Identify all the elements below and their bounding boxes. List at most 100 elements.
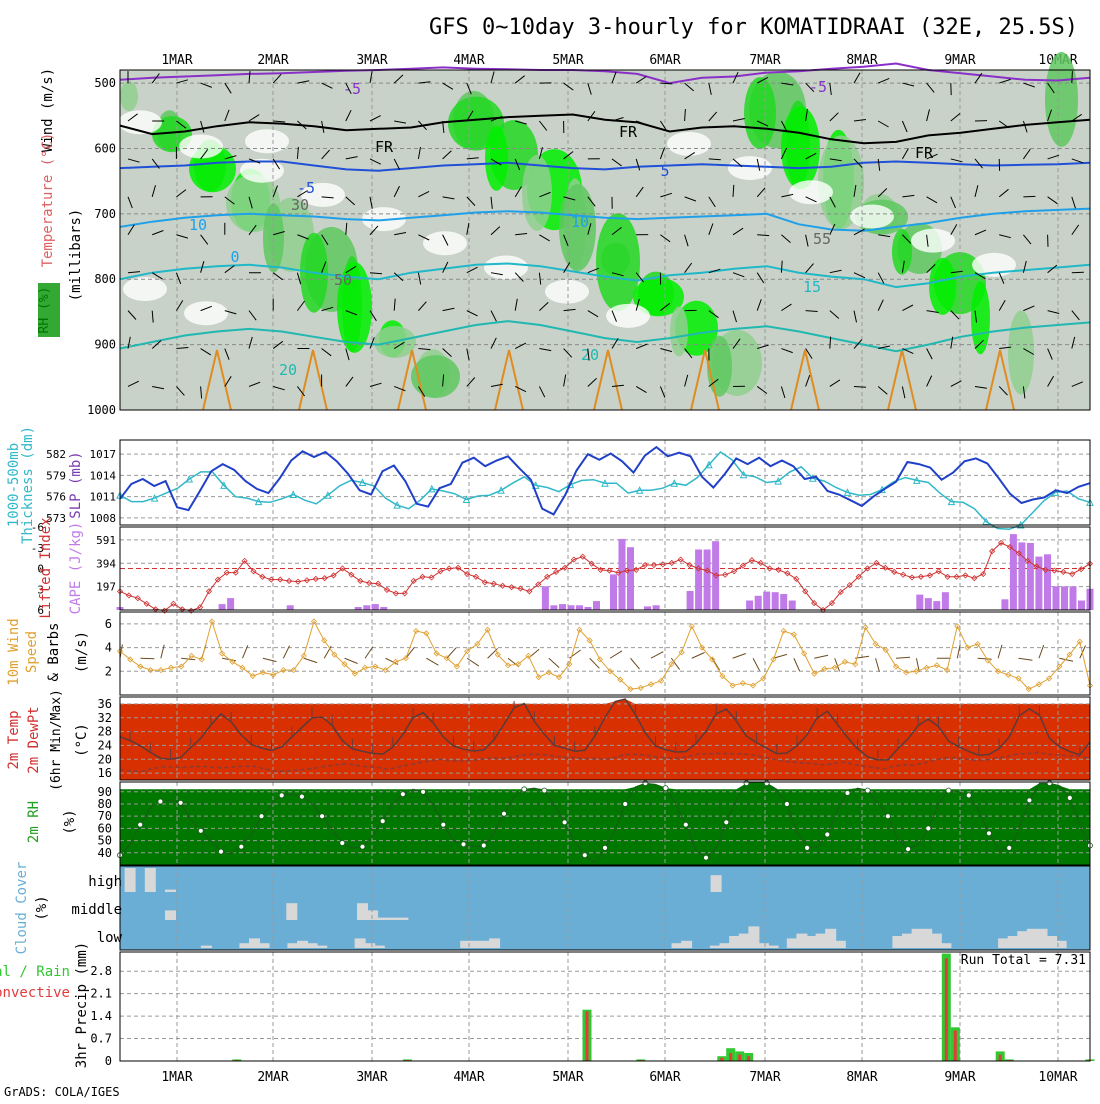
cloud-high-bar-1 <box>125 868 136 892</box>
rh-marker-90 <box>1027 798 1032 803</box>
cloud-low-bar-93 <box>1008 936 1019 948</box>
precip-convective-bar-93 <box>954 1031 957 1062</box>
temp-label-units: (°C) <box>74 723 90 757</box>
rh-marker-60 <box>724 820 729 825</box>
slp-right-tick-1: 1011 <box>90 491 117 504</box>
temp-ytick-0: 16 <box>98 766 112 780</box>
rh-marker-40 <box>522 787 527 792</box>
cloud-low-bar-83 <box>912 929 923 948</box>
cape-bar-104 <box>1001 599 1008 610</box>
cloud-low-bar-68 <box>768 946 779 948</box>
temp-ytick-3: 28 <box>98 725 112 739</box>
wind-label-barbs: & Barbs <box>46 622 62 681</box>
upper-dry-patch-9 <box>667 132 711 156</box>
upper-rh-blob-0 <box>120 81 138 111</box>
cloud-low-bar-36 <box>460 941 471 948</box>
upper-contour-label-8: 10 <box>571 213 589 231</box>
cape-bar-29 <box>363 605 370 610</box>
cloud-label-title: Cloud Cover <box>14 862 30 955</box>
cape-label-cape: CAPE (J/kg) <box>68 522 84 615</box>
upper-dry-patch-16 <box>184 301 228 325</box>
cloud-low-bar-66 <box>748 926 759 948</box>
rh-label: 2m RH <box>26 801 42 843</box>
temp-ytick-4: 32 <box>98 711 112 725</box>
rh-marker-18 <box>299 794 304 799</box>
cloud-high-bar-3 <box>145 868 156 892</box>
upper-dry-patch-17 <box>245 129 289 153</box>
precip-convective-bar-70 <box>747 1056 750 1061</box>
precip-ytick-3: 2.1 <box>90 987 112 1001</box>
rh-marker-6 <box>178 800 183 805</box>
upper-dry-patch-5 <box>423 231 467 255</box>
cape-bar-97 <box>942 592 949 610</box>
cape-bar-62 <box>644 606 651 610</box>
cloud-middle-bar-24 <box>357 903 368 920</box>
wind-barb-50 <box>631 658 640 669</box>
cloud-label-high: high <box>88 874 122 890</box>
cloud-label-middle: middle <box>71 902 122 918</box>
cloud-low-bar-20 <box>307 943 318 948</box>
slp-label-slp: SLP (mb) <box>68 451 84 518</box>
rh-marker-36 <box>481 843 486 848</box>
upper-contour-label-6: 5 <box>660 162 669 180</box>
cloud-low-bar-58 <box>672 943 683 948</box>
bottom-day-label-5: 6MAR <box>649 1070 680 1085</box>
rh-ytick-1: 50 <box>98 834 112 848</box>
bottom-day-label-9: 10MAR <box>1038 1070 1077 1085</box>
upper-contour-label-7: 10 <box>189 216 207 234</box>
precip-convective-bar-68 <box>729 1053 732 1061</box>
cloud-low-bar-14 <box>249 938 260 948</box>
bottom-day-label-1: 2MAR <box>257 1070 288 1085</box>
cape-bar-113 <box>1078 601 1085 611</box>
temp-label-temp: 2m Temp <box>6 710 22 769</box>
upper-ytick-0: 500 <box>94 76 116 90</box>
rh-marker-76 <box>885 814 890 819</box>
precip-convective-bar-52 <box>586 1011 589 1061</box>
cape-bar-74 <box>746 601 753 611</box>
upper-contour-label-2: FR <box>375 138 394 156</box>
rh-marker-8 <box>198 828 203 833</box>
rh-marker-28 <box>400 792 405 797</box>
cloud-low-bar-38 <box>480 941 491 948</box>
slp-left-tick-1: 576 <box>46 491 66 504</box>
rh-marker-84 <box>966 793 971 798</box>
precip-convective-bar-69 <box>738 1055 741 1061</box>
cape-right-tick-0: 197 <box>96 581 116 594</box>
precip-convective-bar-98 <box>999 1055 1002 1061</box>
wind-ytick-0: 2 <box>105 664 112 678</box>
top-day-label-4: 5MAR <box>552 53 583 68</box>
rh-marker-20 <box>320 814 325 819</box>
rh-marker-46 <box>582 853 587 858</box>
wind-ytick-1: 4 <box>105 641 112 655</box>
wind-barb-88 <box>1019 658 1033 660</box>
slp-right-tick-0: 1008 <box>90 512 117 525</box>
wind-barb-84 <box>978 658 992 659</box>
upper-contour-label-15: 0 <box>230 248 239 266</box>
wind-barb-68 <box>814 655 828 658</box>
upper-contour-label-0: -5 <box>343 80 361 98</box>
cloud-low-bar-21 <box>316 946 327 948</box>
upper-label-millibars: (millibars) <box>68 209 84 302</box>
slp-left-tick-2: 579 <box>46 469 66 482</box>
cloud-low-bar-71 <box>796 934 807 948</box>
cloud-low-bar-18 <box>287 943 298 948</box>
rh-marker-54 <box>663 786 668 791</box>
upper-label-temperature: Temperature (°C) <box>40 133 56 268</box>
top-day-label-0: 1MAR <box>161 53 192 68</box>
temp-ytick-5: 36 <box>98 697 112 711</box>
rh-marker-94 <box>1067 795 1072 800</box>
bottom-day-label-0: 1MAR <box>161 1070 192 1085</box>
rh-marker-44 <box>562 820 567 825</box>
precip-ytick-2: 1.4 <box>90 1009 112 1023</box>
upper-contour-label-12: 30 <box>291 196 309 214</box>
rh-marker-70 <box>825 832 830 837</box>
wind-barb-42 <box>549 658 559 667</box>
upper-ytick-4: 900 <box>94 338 116 352</box>
cape-bar-67 <box>687 591 694 610</box>
cloud-high-bar-5 <box>165 890 176 892</box>
upper-rh-blob-43 <box>781 106 820 189</box>
bottom-day-label-2: 3MAR <box>356 1070 387 1085</box>
cloud-low-bar-86 <box>940 943 951 948</box>
cape-bar-94 <box>916 595 923 610</box>
